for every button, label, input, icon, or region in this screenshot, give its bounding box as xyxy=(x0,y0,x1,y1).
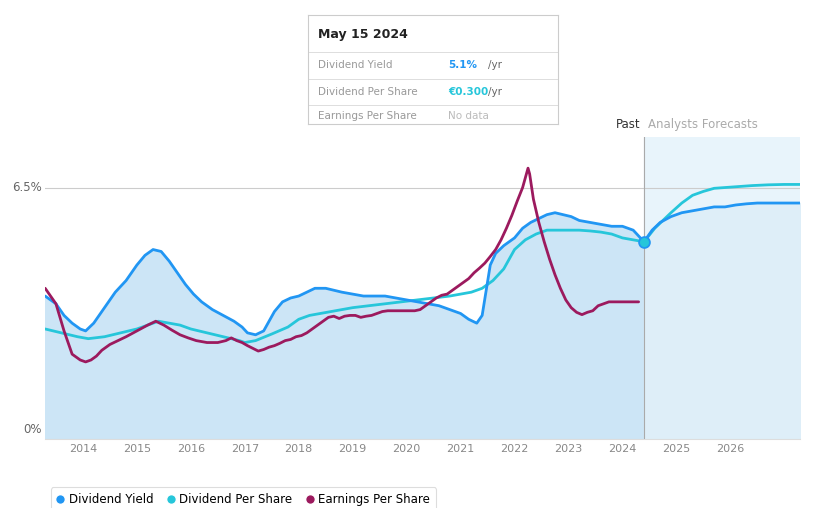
Text: No data: No data xyxy=(448,111,489,121)
Text: Analysts Forecasts: Analysts Forecasts xyxy=(648,118,758,131)
Text: /yr: /yr xyxy=(488,60,502,71)
Point xyxy=(637,238,650,246)
Point xyxy=(637,238,650,246)
Text: /yr: /yr xyxy=(488,87,502,97)
Text: 6.5%: 6.5% xyxy=(11,181,41,194)
Legend: Dividend Yield, Dividend Per Share, Earnings Per Share: Dividend Yield, Dividend Per Share, Earn… xyxy=(51,487,436,508)
Text: €0.300: €0.300 xyxy=(448,87,488,97)
Text: 5.1%: 5.1% xyxy=(448,60,477,71)
Text: May 15 2024: May 15 2024 xyxy=(318,28,408,41)
Bar xyxy=(644,137,800,439)
Text: Dividend Yield: Dividend Yield xyxy=(318,60,392,71)
Text: 0%: 0% xyxy=(23,423,41,436)
Text: Earnings Per Share: Earnings Per Share xyxy=(318,111,416,121)
Text: Past: Past xyxy=(616,118,640,131)
Text: Dividend Per Share: Dividend Per Share xyxy=(318,87,418,97)
